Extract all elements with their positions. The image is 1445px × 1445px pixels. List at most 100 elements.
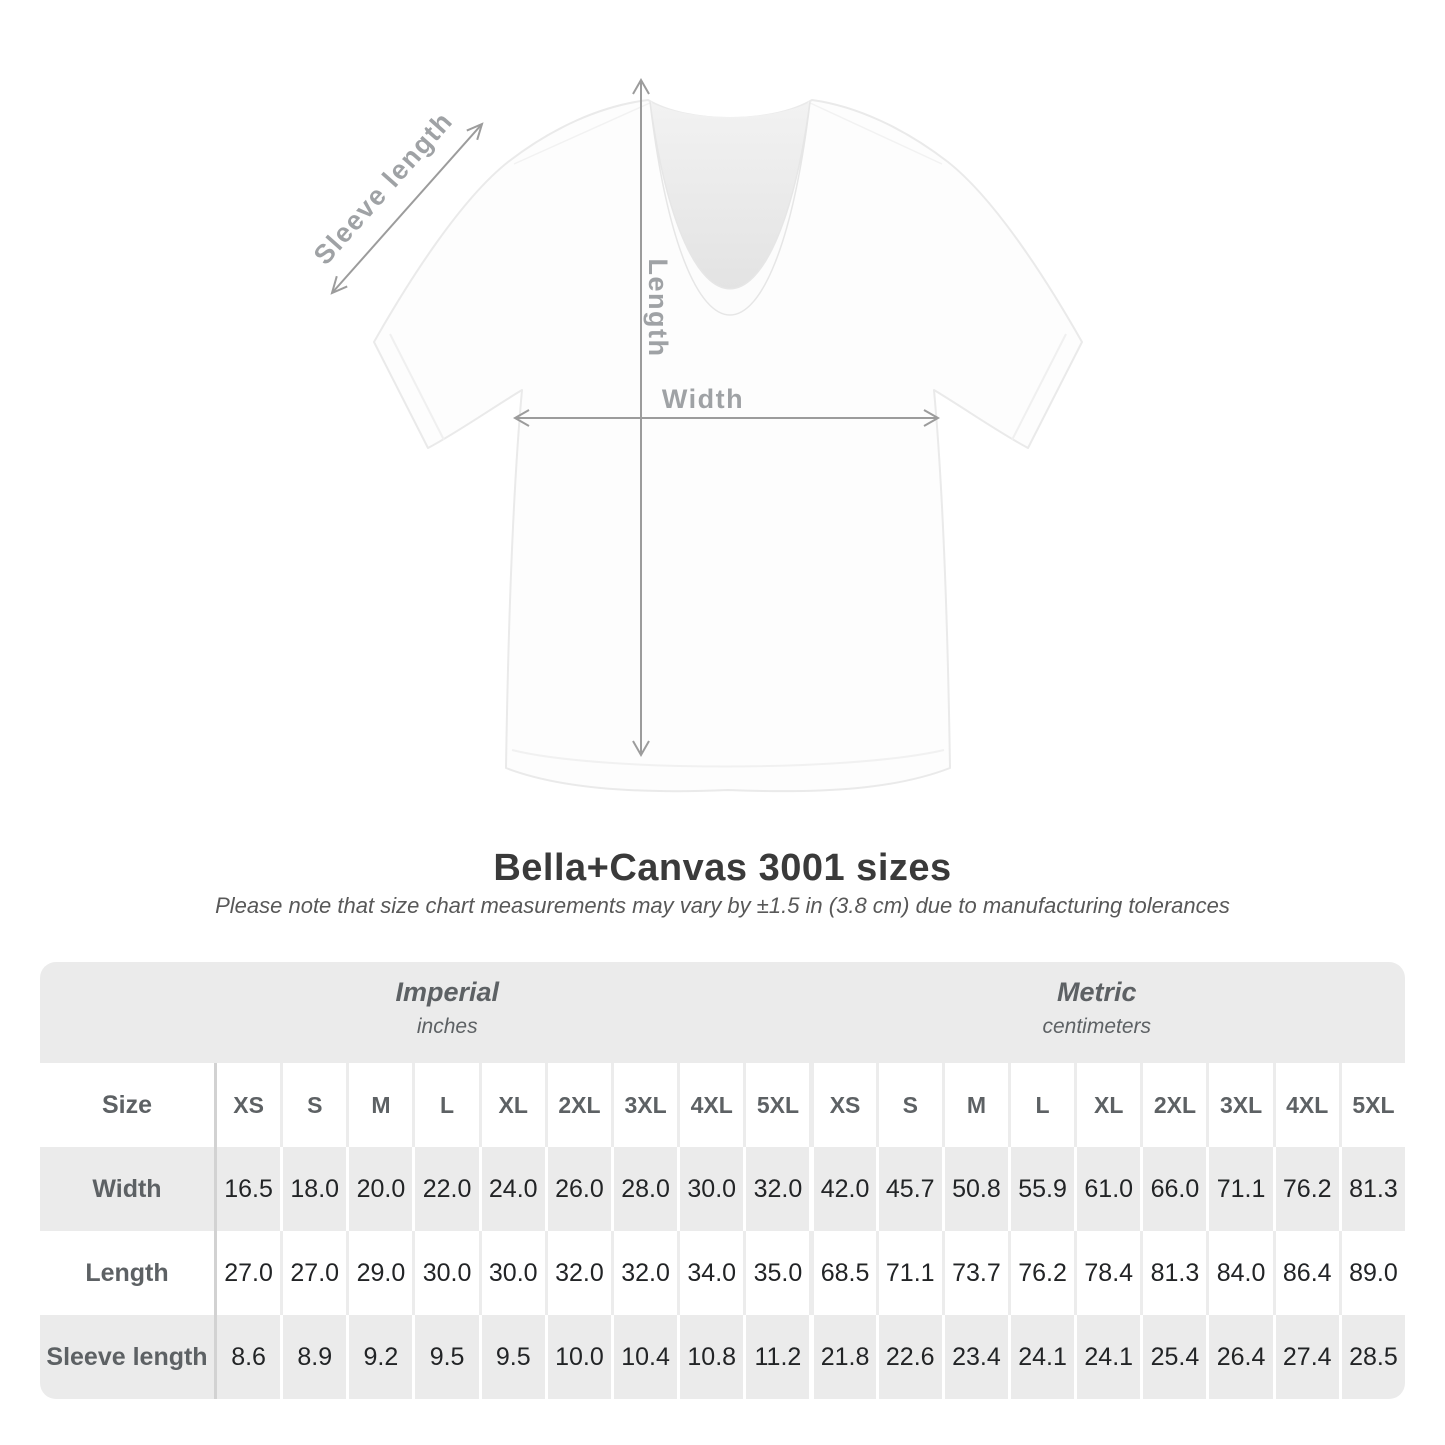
- imperial-value-cell: 34.0: [677, 1231, 743, 1315]
- row-label: Sleeve length: [46, 1342, 208, 1371]
- metric-label: Metric: [1056, 977, 1137, 1007]
- metric-value-cell: 81.3: [1140, 1231, 1206, 1315]
- imperial-value-cell: 22.0: [412, 1147, 478, 1231]
- imperial-value-cell: 20.0: [346, 1147, 412, 1231]
- metric-value-cell: 76.2: [1272, 1147, 1339, 1231]
- sleeve-length-arrow: [330, 122, 484, 295]
- imperial-value-cell: 8.9: [280, 1315, 346, 1399]
- size-column-header-metric: 4XL: [1272, 1063, 1339, 1147]
- imperial-value-cell: 28.0: [610, 1147, 677, 1231]
- left-cuff-seam: [389, 333, 445, 441]
- right-cuff-seam: [1011, 333, 1067, 441]
- table-row: Length 27.0 27.0 29.0 30.0 30.0 32.0 32.0 34.0 35…: [40, 1231, 1405, 1315]
- collar-opening: [650, 102, 810, 289]
- imperial-value-cell: 10.8: [677, 1315, 743, 1399]
- imperial-value-cell: 16.5: [214, 1147, 280, 1231]
- page-title: Bella+Canvas 3001 sizes: [493, 847, 952, 889]
- imperial-value-cell: 32.0: [743, 1147, 809, 1231]
- metric-value-cell: 27.4: [1272, 1315, 1339, 1399]
- size-column-header-imperial: S: [280, 1063, 346, 1147]
- metric-value-cell: 26.4: [1206, 1315, 1272, 1399]
- imperial-value-cell: 29.0: [346, 1231, 412, 1315]
- size-column-header-imperial: 4XL: [677, 1063, 743, 1147]
- metric-value-cell: 81.3: [1338, 1147, 1405, 1231]
- metric-value-cell: 45.7: [875, 1147, 942, 1231]
- imperial-value-cell: 9.5: [412, 1315, 478, 1399]
- imperial-value-cell: 10.4: [610, 1315, 677, 1399]
- metric-value-cell: 55.9: [1007, 1147, 1074, 1231]
- imperial-value-cell: 9.2: [346, 1315, 412, 1399]
- metric-value-cell: 71.1: [875, 1231, 942, 1315]
- metric-value-cell: 68.5: [809, 1231, 875, 1315]
- metric-value-cell: 78.4: [1074, 1231, 1140, 1315]
- metric-value-cell: 50.8: [941, 1147, 1008, 1231]
- size-column-header-imperial: XS: [214, 1063, 280, 1147]
- size-column-header-metric: XL: [1074, 1063, 1140, 1147]
- metric-unit-label: centimeters: [1042, 1015, 1152, 1038]
- metric-value-cell: 21.8: [809, 1315, 875, 1399]
- size-column-header-imperial: M: [346, 1063, 412, 1147]
- metric-value-cell: 42.0: [809, 1147, 875, 1231]
- metric-value-cell: 76.2: [1007, 1231, 1074, 1315]
- imperial-section-header: Imperial inches: [40, 962, 808, 1063]
- size-column-header-metric: 2XL: [1140, 1063, 1206, 1147]
- dimension-arrows: [330, 77, 941, 758]
- imperial-value-cell: 27.0: [214, 1231, 280, 1315]
- tshirt-body: [373, 99, 1083, 793]
- row-label: Width: [92, 1174, 162, 1203]
- size-header-row: Size XS S M L XL 2XL 3XL 4XL 5XL XS S M L XL 2XL 3XL 4XL 5…: [40, 1063, 1405, 1147]
- imperial-value-cell: 35.0: [743, 1231, 809, 1315]
- metric-section-header: Metric centimeters: [808, 962, 1405, 1063]
- metric-value-cell: 86.4: [1272, 1231, 1339, 1315]
- width-arrow: [512, 409, 941, 427]
- size-column-header-metric: M: [941, 1063, 1008, 1147]
- metric-value-cell: 71.1: [1206, 1147, 1272, 1231]
- metric-value-cell: 24.1: [1074, 1315, 1140, 1399]
- size-column-header-metric: S: [875, 1063, 942, 1147]
- left-shoulder-seam: [513, 101, 653, 165]
- imperial-value-cell: 32.0: [610, 1231, 677, 1315]
- imperial-value-cell: 9.5: [478, 1315, 545, 1399]
- unit-system-band: Imperial inches Metric centimeters: [40, 962, 1405, 1063]
- width-dimension-label: Width: [662, 384, 744, 414]
- imperial-value-cell: 32.0: [544, 1231, 611, 1315]
- size-column-header-imperial: 2XL: [544, 1063, 611, 1147]
- size-column-header-metric: L: [1007, 1063, 1074, 1147]
- metric-value-cell: 23.4: [941, 1315, 1008, 1399]
- imperial-value-cell: 27.0: [280, 1231, 346, 1315]
- size-column-header-metric: 3XL: [1206, 1063, 1272, 1147]
- imperial-value-cell: 30.0: [677, 1147, 743, 1231]
- metric-value-cell: 28.5: [1338, 1315, 1405, 1399]
- imperial-value-cell: 30.0: [478, 1231, 545, 1315]
- length-dimension-label: Length: [643, 259, 673, 358]
- size-column-header-metric: XS: [809, 1063, 875, 1147]
- size-column-header-imperial: 5XL: [743, 1063, 809, 1147]
- imperial-value-cell: 18.0: [280, 1147, 346, 1231]
- metric-value-cell: 73.7: [941, 1231, 1008, 1315]
- imperial-unit-label: inches: [416, 1015, 478, 1038]
- tshirt-measurement-figure: Width Length Sleeve length: [308, 77, 1083, 793]
- row-label: Length: [85, 1258, 169, 1287]
- table-row: Sleeve length 8.6 8.9 9.2 9.5 9.5 10.0 10.4 10.8…: [40, 1315, 1405, 1399]
- tshirt-illustration: [373, 99, 1083, 793]
- metric-value-cell: 66.0: [1140, 1147, 1206, 1231]
- collar-band: [649, 101, 811, 316]
- corner-header: Size: [101, 1090, 153, 1119]
- size-column-header-imperial: 3XL: [610, 1063, 677, 1147]
- imperial-label: Imperial: [395, 977, 500, 1007]
- metric-value-cell: 22.6: [875, 1315, 942, 1399]
- metric-value-cell: 25.4: [1140, 1315, 1206, 1399]
- imperial-value-cell: 24.0: [478, 1147, 545, 1231]
- metric-value-cell: 61.0: [1074, 1147, 1140, 1231]
- size-column-header-imperial: XL: [478, 1063, 545, 1147]
- metric-value-cell: 89.0: [1338, 1231, 1405, 1315]
- imperial-value-cell: 11.2: [743, 1315, 809, 1399]
- imperial-value-cell: 30.0: [412, 1231, 478, 1315]
- size-column-header-metric: 5XL: [1338, 1063, 1405, 1147]
- hem-stitch: [511, 749, 945, 768]
- metric-value-cell: 24.1: [1007, 1315, 1074, 1399]
- size-column-header-imperial: L: [412, 1063, 478, 1147]
- imperial-value-cell: 26.0: [544, 1147, 611, 1231]
- table-row: Width 16.5 18.0 20.0 22.0 24.0 26.0 28.0 30.0 32.…: [40, 1147, 1405, 1231]
